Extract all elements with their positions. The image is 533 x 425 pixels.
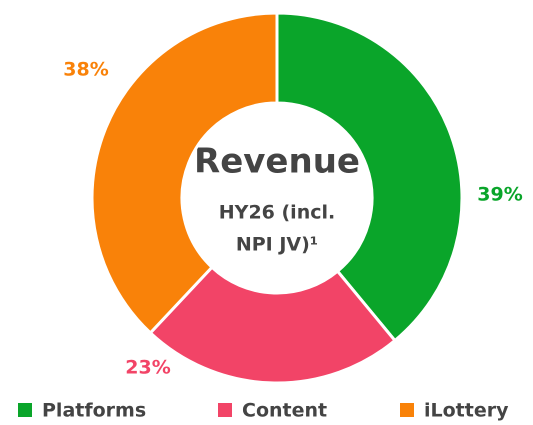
donut-segment xyxy=(275,11,464,343)
legend-label: iLottery xyxy=(424,400,509,422)
donut-segment xyxy=(90,11,279,335)
chart-title: Revenue xyxy=(194,142,360,182)
data-label: 39% xyxy=(477,184,522,206)
chart-subtitle: NPI JV)¹ xyxy=(236,234,318,256)
legend-swatch xyxy=(400,403,414,417)
legend-label: Platforms xyxy=(42,400,146,422)
legend-label: Content xyxy=(242,400,327,422)
legend-swatch xyxy=(218,403,232,417)
legend-swatch xyxy=(18,403,32,417)
data-label: 38% xyxy=(63,59,108,81)
donut-segment xyxy=(148,265,398,385)
data-label: 23% xyxy=(125,357,170,379)
chart-subtitle: HY26 (incl. xyxy=(219,202,335,224)
